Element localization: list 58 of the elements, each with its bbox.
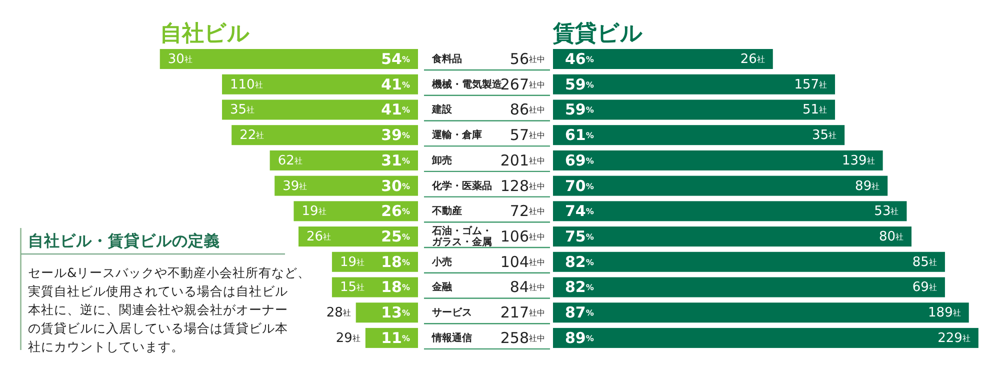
bar [553, 201, 907, 222]
chart-title: 自社ビル [160, 22, 250, 46]
y-tick-label: 金融 [431, 280, 453, 293]
data-label: 70% [565, 176, 594, 195]
y-tick-label: 石油・ゴム・ガラス・金属 [431, 224, 492, 248]
data-label: 18% [381, 252, 410, 271]
data-label: 59% [565, 100, 594, 119]
data-label: 59% [565, 75, 594, 94]
bar [553, 74, 836, 94]
bar [553, 302, 969, 323]
y-tick-label: 建設 [431, 103, 453, 116]
bar [222, 74, 418, 94]
data-label: 74% [565, 202, 594, 220]
y-tick-label: 小売 [431, 255, 452, 268]
data-label: 69% [565, 151, 594, 170]
data-label: 87% [565, 304, 594, 322]
bar [553, 252, 945, 272]
bar [232, 125, 418, 146]
bar [274, 176, 418, 196]
data-label: 75% [565, 228, 594, 246]
data-label: 18% [381, 278, 410, 296]
data-label: 41% [381, 100, 410, 119]
data-label: 13% [381, 304, 410, 322]
y-tick-label: 情報通信 [431, 331, 472, 344]
bar [553, 150, 883, 170]
data-label: 25% [381, 228, 410, 246]
bar [553, 226, 912, 247]
data-label: 11% [381, 328, 410, 347]
y-tick-label: 化学・医薬品 [431, 179, 492, 192]
bar [553, 100, 836, 120]
chart-title: 賃貸ビル [552, 20, 643, 46]
bar [553, 49, 773, 69]
data-label: 39% [381, 126, 410, 144]
data-label: 89% [565, 328, 594, 347]
y-tick-label: 食料品 [431, 52, 462, 64]
bar [553, 277, 945, 298]
bar [553, 176, 888, 196]
data-label: 31% [381, 151, 410, 170]
bar [222, 100, 418, 120]
annotation: セール&リースバックや不動産小会社所有など、実質自社ビル使用されている場合は自社ビル本社に、逆に、関連会社や親会社がオーナーの賃貸ビルに入居している場合は賃貸ビル本社にカウントしています。 [28, 264, 311, 354]
bar [160, 49, 418, 69]
text: 自社ビル・賃貸ビルの定義 [28, 232, 220, 250]
data-label: 46% [565, 50, 594, 68]
data-label: 54% [381, 50, 410, 68]
y-tick-label: 機械・電気製造 [431, 78, 503, 90]
data-label: 26% [381, 202, 410, 220]
bar [270, 150, 418, 170]
bar [553, 328, 978, 348]
y-tick-label: 不動産 [431, 204, 462, 217]
y-tick-label: サービス [432, 306, 472, 318]
data-label: 82% [565, 252, 594, 271]
bar [553, 125, 845, 146]
data-label: 61% [565, 126, 594, 144]
data-label: 30% [381, 176, 410, 195]
data-label: 41% [381, 75, 410, 94]
y-tick-label: 卸売 [431, 154, 452, 166]
data-label: 82% [565, 278, 594, 296]
y-tick-label: 運輸・倉庫 [431, 128, 482, 141]
